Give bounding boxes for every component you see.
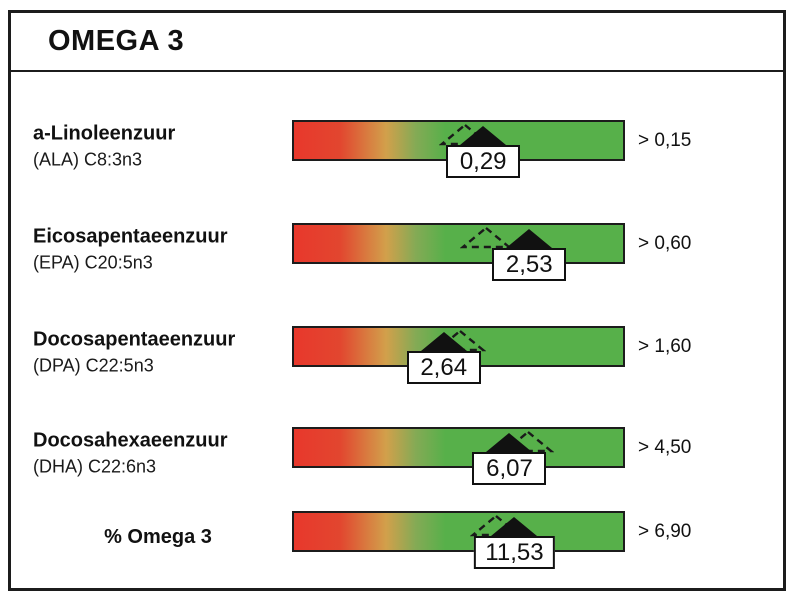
result-value: 6,07 — [472, 452, 547, 485]
analyte-label: % Omega 3 — [33, 525, 283, 549]
analyte-row-total-omega3: % Omega 3 11,53 > 6,90 — [11, 511, 783, 569]
report-frame: OMEGA 3 a-Linoleenzuur (ALA) C8:3n3 0,29… — [8, 10, 786, 591]
analyte-label: Docosahexaeenzuur (DHA) C22:6n3 — [33, 428, 283, 477]
reference-value: > 0,15 — [638, 129, 692, 151]
title-bar: OMEGA 3 — [11, 13, 783, 72]
result-value: 0,29 — [446, 145, 521, 178]
analyte-row-dha: Docosahexaeenzuur (DHA) C22:6n3 6,07 > 4… — [11, 427, 783, 485]
result-scale-bar: 2,53 — [292, 223, 625, 281]
reference-value: > 4,50 — [638, 436, 692, 458]
result-scale-bar: 0,29 — [292, 120, 625, 178]
analyte-code: (EPA) C20:5n3 — [33, 252, 153, 272]
analyte-row-epa: Eicosapentaeenzuur (EPA) C20:5n3 2,53 > … — [11, 223, 783, 281]
analyte-code: (DPA) C22:5n3 — [33, 355, 154, 375]
filled-triangle-up-icon — [420, 332, 467, 351]
analyte-name: a-Linoleenzuur — [33, 122, 176, 144]
result-value: 11,53 — [474, 536, 555, 569]
reference-value: > 6,90 — [638, 520, 692, 542]
dashed-triangle-up-icon — [460, 226, 513, 249]
analyte-name: % Omega 3 — [104, 525, 212, 548]
analyte-code: (ALA) C8:3n3 — [33, 149, 143, 169]
result-value: 2,53 — [492, 248, 567, 281]
result-scale-bar: 11,53 — [292, 511, 625, 569]
result-scale-bar: 2,64 — [292, 326, 625, 384]
reference-value: > 0,60 — [638, 232, 692, 254]
filled-triangle-up-icon — [491, 517, 538, 536]
analyte-name: Docosahexaeenzuur — [33, 429, 228, 451]
analyte-name: Eicosapentaeenzuur — [33, 225, 228, 247]
filled-triangle-up-icon — [506, 229, 553, 248]
analyte-name: Docosapentaeenzuur — [33, 328, 236, 350]
analyte-label: Eicosapentaeenzuur (EPA) C20:5n3 — [33, 224, 283, 273]
filled-triangle-up-icon — [460, 126, 507, 145]
analyte-code: (DHA) C22:6n3 — [33, 456, 157, 476]
result-value: 2,64 — [406, 351, 481, 384]
reference-value: > 1,60 — [638, 335, 692, 357]
analyte-label: Docosapentaeenzuur (DPA) C22:5n3 — [33, 327, 283, 376]
analyte-row-dpa: Docosapentaeenzuur (DPA) C22:5n3 2,64 > … — [11, 326, 783, 384]
filled-triangle-up-icon — [486, 433, 533, 452]
analyte-row-ala: a-Linoleenzuur (ALA) C8:3n3 0,29 > 0,15 — [11, 120, 783, 178]
page-title: OMEGA 3 — [48, 25, 185, 57]
analyte-label: a-Linoleenzuur (ALA) C8:3n3 — [33, 121, 283, 170]
result-scale-bar: 6,07 — [292, 427, 625, 485]
